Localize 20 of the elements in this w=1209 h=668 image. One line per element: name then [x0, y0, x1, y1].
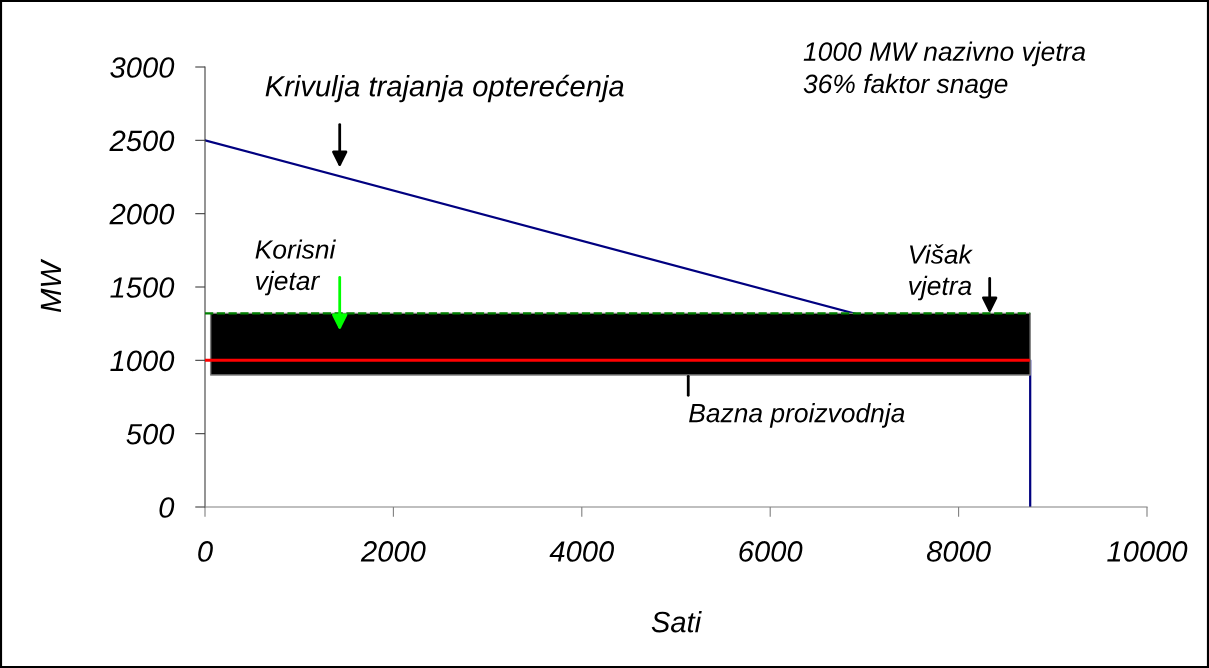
- y-tick-label: 1500: [110, 277, 175, 298]
- x-tick-label: 2000: [360, 541, 426, 562]
- x-tick-label: 4000: [549, 541, 614, 562]
- y-tick-label: 500: [126, 423, 175, 445]
- y-tick-label: 2500: [109, 130, 175, 152]
- x-tick-label: 10000: [1107, 541, 1188, 562]
- y-tick-label: 2000: [109, 203, 175, 225]
- y-axis-title: MW: [40, 258, 61, 313]
- annotation: Korisni vjetar: [255, 239, 336, 296]
- annotation: 1000 MW nazivno vjetra 36% faktor snage: [803, 41, 1086, 99]
- y-tick-label: 1000: [110, 350, 175, 372]
- x-tick-label: 8000: [926, 541, 991, 562]
- annotation: Bazna proizvodnja: [689, 403, 905, 428]
- annotation: Višak vjetra: [909, 244, 973, 301]
- y-tick-label: 0: [159, 497, 175, 518]
- x-tick-label: 6000: [739, 541, 803, 562]
- x-axis-title: Sati: [651, 611, 702, 633]
- y-tick-label: 3000: [110, 57, 175, 78]
- x-tick-label: 0: [198, 541, 213, 562]
- annotation: Krivulja trajanja opterećenja: [265, 74, 624, 103]
